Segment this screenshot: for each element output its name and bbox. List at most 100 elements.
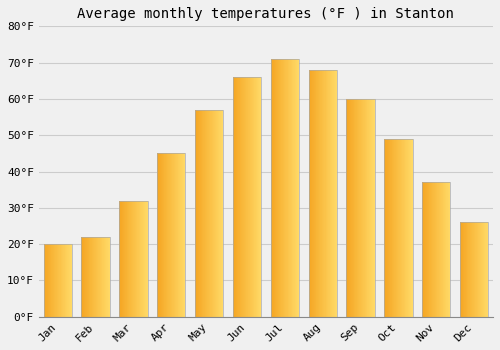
Bar	[250, 77, 251, 317]
Bar	[107, 237, 108, 317]
Bar	[129, 201, 130, 317]
Bar	[437, 182, 438, 317]
Bar	[484, 222, 485, 317]
Bar	[91, 237, 92, 317]
Bar	[109, 237, 110, 317]
Bar	[464, 222, 465, 317]
Bar	[128, 201, 129, 317]
Bar	[147, 201, 148, 317]
Bar	[251, 77, 252, 317]
Bar	[390, 139, 391, 317]
Bar	[202, 110, 203, 317]
Bar	[279, 59, 280, 317]
Bar	[441, 182, 442, 317]
Bar	[354, 99, 355, 317]
Bar	[136, 201, 137, 317]
Bar	[271, 59, 272, 317]
Bar	[210, 110, 211, 317]
Bar	[391, 139, 392, 317]
Bar	[364, 99, 365, 317]
Bar	[92, 237, 94, 317]
Bar	[328, 70, 329, 317]
Bar	[394, 139, 395, 317]
Bar	[295, 59, 296, 317]
Bar	[352, 99, 353, 317]
Bar	[56, 244, 57, 317]
Bar	[374, 99, 375, 317]
Bar	[177, 153, 178, 317]
Bar	[372, 99, 373, 317]
Bar	[87, 237, 88, 317]
Bar	[425, 182, 426, 317]
Bar	[431, 182, 432, 317]
Bar	[61, 244, 62, 317]
Bar	[184, 153, 185, 317]
Bar	[244, 77, 246, 317]
Bar	[145, 201, 146, 317]
Bar	[324, 70, 325, 317]
Title: Average monthly temperatures (°F ) in Stanton: Average monthly temperatures (°F ) in St…	[78, 7, 454, 21]
Bar	[50, 244, 51, 317]
Bar	[95, 237, 96, 317]
Bar	[105, 237, 106, 317]
Bar	[83, 237, 84, 317]
Bar	[178, 153, 179, 317]
Bar	[273, 59, 274, 317]
Bar	[60, 244, 61, 317]
Bar	[240, 77, 241, 317]
Bar	[47, 244, 48, 317]
Bar	[275, 59, 276, 317]
Bar	[395, 139, 396, 317]
Bar	[444, 182, 445, 317]
Bar	[270, 59, 271, 317]
Bar	[308, 70, 309, 317]
Bar	[429, 182, 430, 317]
Bar	[223, 110, 224, 317]
Bar	[332, 70, 333, 317]
Bar	[217, 110, 218, 317]
Bar	[70, 244, 71, 317]
Bar	[363, 99, 364, 317]
Bar	[399, 139, 400, 317]
Bar	[119, 201, 148, 317]
Bar	[369, 99, 370, 317]
Bar	[58, 244, 59, 317]
Bar	[480, 222, 481, 317]
Bar	[476, 222, 477, 317]
Bar	[134, 201, 135, 317]
Bar	[235, 77, 236, 317]
Bar	[170, 153, 172, 317]
Bar	[98, 237, 99, 317]
Bar	[407, 139, 408, 317]
Bar	[214, 110, 215, 317]
Bar	[387, 139, 388, 317]
Bar	[255, 77, 256, 317]
Bar	[287, 59, 288, 317]
Bar	[435, 182, 436, 317]
Bar	[288, 59, 289, 317]
Bar	[486, 222, 487, 317]
Bar	[241, 77, 242, 317]
Bar	[96, 237, 98, 317]
Bar	[384, 139, 412, 317]
Bar	[334, 70, 335, 317]
Bar	[432, 182, 433, 317]
Bar	[144, 201, 145, 317]
Bar	[195, 110, 196, 317]
Bar	[257, 77, 258, 317]
Bar	[125, 201, 126, 317]
Bar	[205, 110, 206, 317]
Bar	[122, 201, 123, 317]
Bar	[446, 182, 447, 317]
Bar	[278, 59, 279, 317]
Bar	[355, 99, 356, 317]
Bar	[410, 139, 411, 317]
Bar	[469, 222, 470, 317]
Bar	[215, 110, 216, 317]
Bar	[428, 182, 429, 317]
Bar	[465, 222, 466, 317]
Bar	[54, 244, 55, 317]
Bar	[430, 182, 431, 317]
Bar	[82, 237, 83, 317]
Bar	[403, 139, 404, 317]
